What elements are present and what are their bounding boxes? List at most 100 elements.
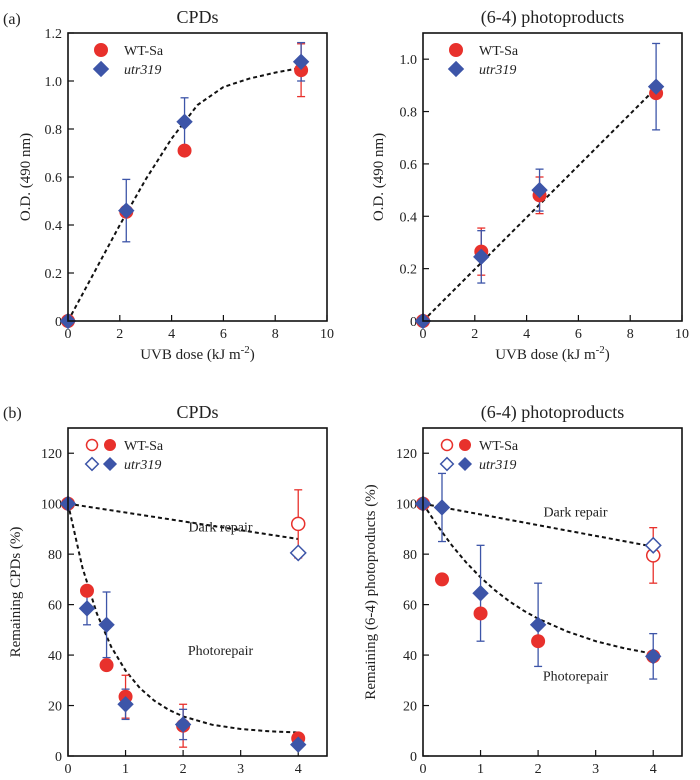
x-tick-label: 2 bbox=[116, 327, 123, 342]
y-tick-label: 0.6 bbox=[45, 171, 63, 186]
x-tick-label: 10 bbox=[320, 327, 334, 342]
x-axis-label: UVB dose (kJ m-2) bbox=[140, 344, 255, 363]
x-tick-label: 1 bbox=[122, 762, 129, 777]
x-tick-label: 2 bbox=[180, 762, 187, 777]
fit-curve bbox=[67, 502, 299, 540]
data-point-circle bbox=[99, 658, 114, 673]
x-axis-label-end: ) bbox=[605, 347, 610, 363]
legend-label: WT-Sa bbox=[124, 439, 164, 454]
y-tick-label: 0.4 bbox=[45, 219, 63, 234]
y-tick-label: 60 bbox=[403, 599, 417, 614]
plot-frame bbox=[422, 427, 683, 757]
x-tick-label: 0 bbox=[65, 327, 72, 342]
y-axis-label: O.D. (490 nm) bbox=[371, 133, 387, 221]
data-point-diamond bbox=[290, 736, 307, 753]
legend-marker-open bbox=[85, 438, 99, 452]
x-tick-label: 2 bbox=[535, 762, 542, 777]
y-tick-label: 20 bbox=[403, 700, 417, 715]
legend-marker bbox=[92, 60, 110, 78]
chart-title: CPDs bbox=[176, 7, 218, 27]
x-axis-label: UVB dose (kJ m-2) bbox=[495, 344, 610, 363]
legend-marker-filled bbox=[459, 439, 471, 451]
legend-marker-open bbox=[439, 456, 455, 472]
y-tick-label: 100 bbox=[396, 498, 417, 513]
data-point-diamond bbox=[78, 600, 96, 617]
y-axis-label: Remaining CPDs (%) bbox=[8, 527, 24, 658]
data-point-diamond bbox=[289, 544, 307, 562]
data-point-diamond bbox=[98, 616, 115, 634]
data-point-diamond bbox=[118, 202, 135, 219]
y-tick-label: 80 bbox=[403, 548, 417, 563]
data-point-diamond bbox=[117, 696, 134, 713]
legend-marker-open bbox=[440, 438, 454, 452]
fit-curve bbox=[422, 502, 654, 548]
x-tick-label: 4 bbox=[295, 762, 302, 777]
fit-curve bbox=[67, 503, 299, 734]
y-tick-label: 0.2 bbox=[45, 267, 63, 282]
data-point-circle bbox=[177, 143, 192, 158]
fit-curve bbox=[422, 503, 654, 655]
x-tick-label: 3 bbox=[592, 762, 599, 777]
data-point-diamond bbox=[531, 181, 548, 199]
chart-title: (6-4) photoproducts bbox=[481, 402, 624, 423]
y-tick-label: 1.0 bbox=[45, 75, 63, 90]
legend-label: WT-Sa bbox=[124, 44, 164, 59]
x-tick-label: 6 bbox=[575, 327, 582, 342]
x-tick-label: 0 bbox=[65, 762, 72, 777]
x-axis-label-exponent: -2 bbox=[241, 344, 250, 356]
x-tick-label: 4 bbox=[523, 327, 530, 342]
data-point-diamond bbox=[473, 248, 490, 266]
data-point-diamond bbox=[174, 716, 192, 733]
data-point-diamond bbox=[647, 78, 665, 95]
x-tick-label: 0 bbox=[420, 762, 427, 777]
data-point-diamond bbox=[644, 536, 662, 554]
legend-marker-filled bbox=[457, 456, 473, 472]
y-tick-label: 0 bbox=[55, 750, 62, 765]
y-tick-label: 0 bbox=[410, 315, 417, 330]
panel-letter-a: (a) bbox=[3, 11, 21, 28]
x-tick-label: 4 bbox=[650, 762, 657, 777]
y-tick-label: 1.0 bbox=[400, 53, 418, 68]
y-tick-label: 0.2 bbox=[400, 263, 418, 278]
legend-label: WT-Sa bbox=[479, 44, 519, 59]
plot-frame bbox=[67, 427, 328, 757]
x-tick-label: 4 bbox=[168, 327, 175, 342]
plot-frame bbox=[67, 32, 328, 322]
x-tick-label: 3 bbox=[237, 762, 244, 777]
annotation: Photorepair bbox=[188, 644, 254, 659]
data-point-circle bbox=[79, 583, 94, 598]
annotation: Dark repair bbox=[188, 520, 252, 535]
x-axis-label-end: ) bbox=[250, 347, 255, 363]
y-tick-label: 0.6 bbox=[400, 158, 418, 173]
legend-marker bbox=[94, 43, 108, 57]
chart-64pp-dose: (6-4) photoproducts 0 2 4 6 8 10 0 0.2 0.4 0.6 0.8 1… bbox=[371, 7, 689, 363]
chart-cpds-dose: CPDs 0 2 4 6 8 10 0 0.2 0.4 0.6 0.8 1.0 1.2 UVB dose (… bbox=[18, 7, 334, 363]
chart-cpds-time: CPDs01234020406080100120Time (hours)Rema… bbox=[8, 402, 328, 777]
y-axis-label: Remaining (6-4) photoproducts (%) bbox=[363, 484, 379, 699]
y-tick-label: 0.8 bbox=[45, 123, 63, 138]
legend-marker-filled bbox=[102, 456, 118, 472]
y-tick-label: 0 bbox=[55, 315, 62, 330]
y-tick-label: 120 bbox=[41, 447, 62, 462]
chart-title: CPDs bbox=[176, 402, 218, 422]
x-tick-label: 0 bbox=[420, 327, 427, 342]
x-tick-label: 1 bbox=[477, 762, 484, 777]
data-point-diamond bbox=[433, 499, 451, 516]
annotation: Photorepair bbox=[543, 669, 609, 684]
x-tick-label: 6 bbox=[220, 327, 227, 342]
legend-label: utr319 bbox=[479, 458, 516, 473]
legend-marker-open bbox=[84, 456, 100, 472]
legend-label: utr319 bbox=[124, 63, 161, 78]
y-tick-label: 100 bbox=[41, 498, 62, 513]
chart-title: (6-4) photoproducts bbox=[481, 7, 624, 28]
x-tick-label: 8 bbox=[627, 327, 634, 342]
legend-label: utr319 bbox=[479, 63, 516, 78]
y-tick-label: 60 bbox=[48, 599, 62, 614]
plot-frame bbox=[422, 32, 683, 322]
y-tick-label: 0.4 bbox=[400, 210, 418, 225]
panel-letter-b: (b) bbox=[3, 405, 22, 422]
data-point-circle bbox=[531, 634, 546, 649]
data-point-diamond bbox=[472, 585, 489, 602]
data-point-diamond bbox=[292, 53, 310, 71]
